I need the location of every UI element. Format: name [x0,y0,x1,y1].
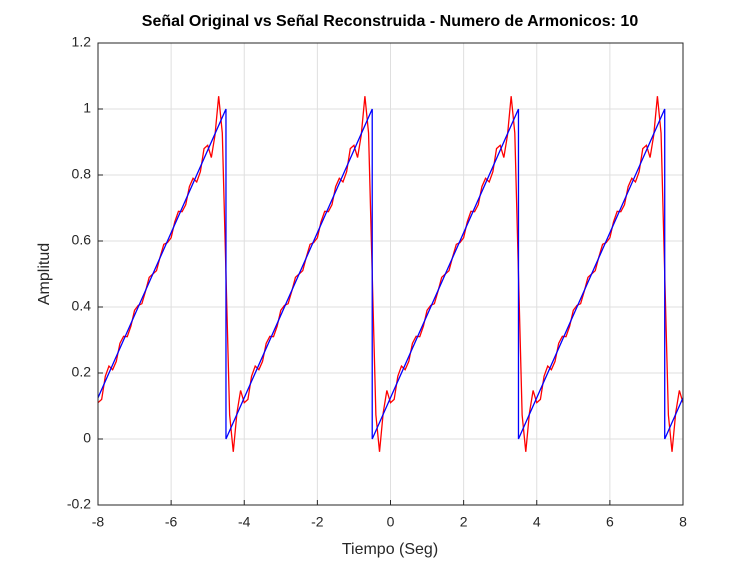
y-tick-label: 0.6 [72,232,92,248]
series-line [97,108,684,440]
x-tick-label: 6 [606,514,614,530]
x-tick-label: -4 [238,514,251,530]
chart-title: Señal Original vs Señal Reconstruida - N… [142,13,639,30]
y-tick-label: 0.2 [72,364,92,380]
plot-frame [97,42,684,506]
y-tick-label: 1 [83,100,91,116]
x-axis-label: Tiempo (Seg) [342,541,438,558]
x-tick-label: 8 [679,514,687,530]
x-tick-label: -6 [165,514,178,530]
y-axis-label: Amplitud [36,243,53,305]
x-tick-label: 0 [387,514,395,530]
x-tick-label: -8 [92,514,105,530]
y-tick-label: -0.2 [67,496,91,512]
y-tick-label: 1.2 [72,34,92,50]
y-tick-label: 0 [83,430,91,446]
y-tick-label: 0.4 [72,298,92,314]
x-tick-label: 4 [533,514,541,530]
x-tick-label: -2 [311,514,324,530]
x-tick-label: 2 [460,514,468,530]
y-tick-label: 0.8 [72,166,92,182]
